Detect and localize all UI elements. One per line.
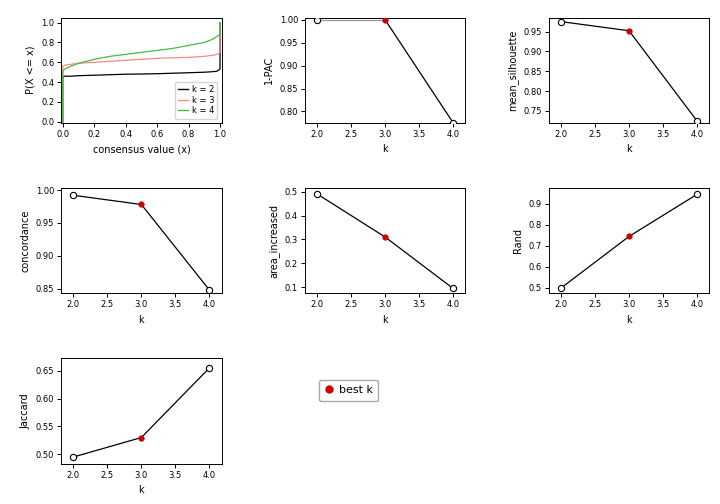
Y-axis label: concordance: concordance bbox=[20, 210, 30, 272]
Legend: best k: best k bbox=[318, 380, 378, 401]
Y-axis label: P(X <= x): P(X <= x) bbox=[25, 46, 35, 94]
Y-axis label: Rand: Rand bbox=[513, 228, 523, 253]
X-axis label: k: k bbox=[626, 144, 632, 154]
Y-axis label: mean_silhouette: mean_silhouette bbox=[507, 30, 518, 111]
X-axis label: k: k bbox=[138, 485, 144, 495]
X-axis label: k: k bbox=[138, 315, 144, 325]
Y-axis label: Jaccard: Jaccard bbox=[20, 393, 30, 429]
Legend: k = 2, k = 3, k = 4: k = 2, k = 3, k = 4 bbox=[175, 82, 217, 118]
X-axis label: consensus value (x): consensus value (x) bbox=[93, 144, 190, 154]
Y-axis label: 1-PAC: 1-PAC bbox=[264, 56, 274, 84]
X-axis label: k: k bbox=[626, 315, 632, 325]
Y-axis label: area_increased: area_increased bbox=[269, 204, 279, 278]
X-axis label: k: k bbox=[382, 144, 388, 154]
X-axis label: k: k bbox=[382, 315, 388, 325]
